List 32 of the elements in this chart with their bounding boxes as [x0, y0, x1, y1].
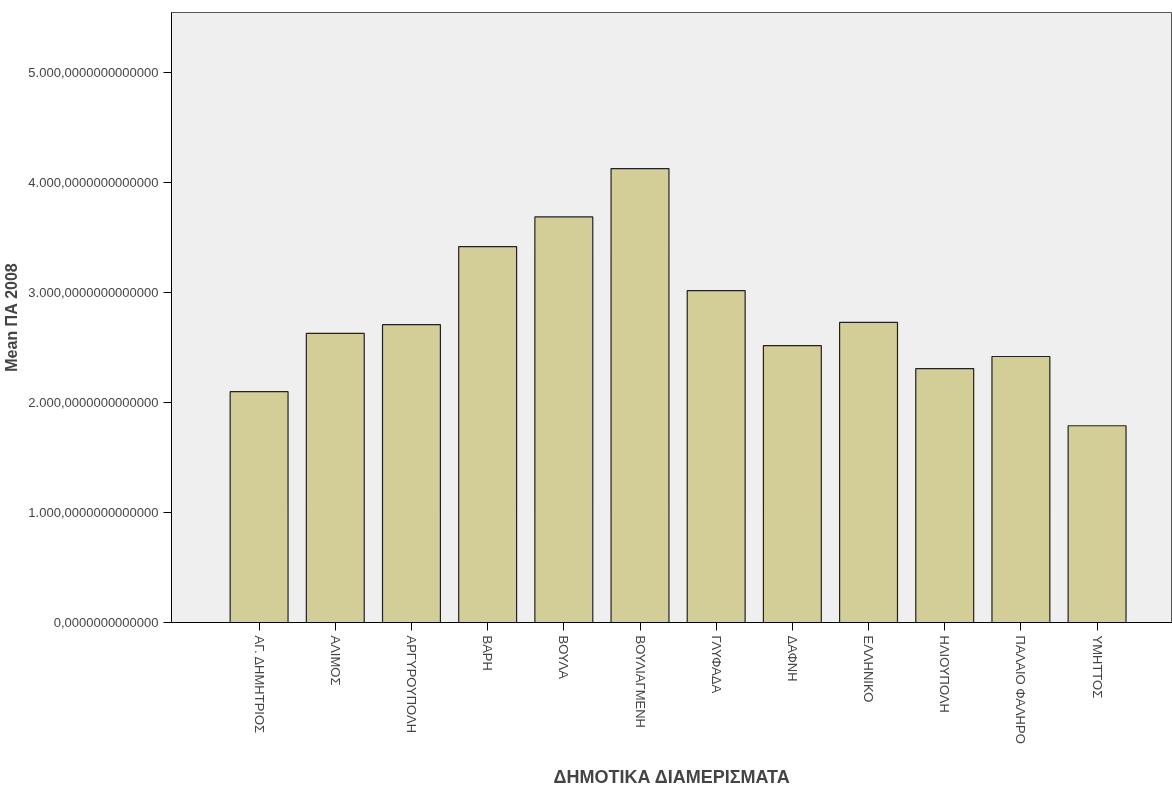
bar	[534, 216, 594, 623]
x-tick-label: ΥΜΗΤΤΟΣ	[1089, 635, 1105, 699]
bar	[762, 344, 822, 623]
y-tick-label: 0,0000000000000	[53, 615, 159, 630]
bar	[839, 321, 899, 623]
x-tick-label: ΓΛΥΦΑΔΑ	[708, 635, 724, 694]
bar	[1067, 425, 1127, 623]
bar	[229, 391, 289, 623]
bar	[991, 355, 1051, 623]
x-tick-label: ΔΑΦΝΗ	[784, 635, 800, 682]
x-tick-label: ΠΑΛΑΙΟ ΦΑΛΗΡΟ	[1013, 635, 1029, 744]
y-tick-label: 2.000,0000000000000	[28, 395, 159, 411]
x-tick-label: ΑΓ. ΔΗΜΗΤΡΙΟΣ	[251, 635, 267, 734]
bar	[381, 324, 442, 623]
y-tick-label: 3.000,0000000000000	[28, 285, 159, 301]
bar	[458, 246, 518, 623]
x-tick-label: ΕΛΛΗΝΙΚΟ	[861, 635, 877, 703]
x-tick-label: ΒΟΥΛΑ	[556, 635, 572, 680]
bar	[305, 332, 365, 623]
x-tick-label: ΑΛΙΜΟΣ	[327, 635, 343, 686]
bar	[610, 167, 670, 623]
bar	[915, 368, 975, 623]
y-tick-label: 4.000,0000000000000	[28, 175, 159, 191]
x-tick-label: ΒΑΡΗ	[480, 635, 496, 671]
x-axis-title: ΔΗΜΟΤΙΚΑ ΔΙΑΜΕΡΙΣΜΑΤΑ	[553, 766, 790, 787]
x-tick-label: ΒΟΥΛΙΑΓΜΕΝΗ	[632, 635, 648, 728]
y-axis-title: Mean ΠΑ 2008	[3, 263, 21, 372]
x-tick-label: ΗΛΙΟΥΠΟΛΗ	[937, 635, 953, 713]
bar	[686, 289, 746, 623]
x-tick-label: ΑΡΓΥΡΟΥΠΟΛΗ	[403, 635, 419, 734]
y-tick-label: 5.000,0000000000000	[28, 65, 159, 81]
y-tick-label: 1.000,0000000000000	[28, 505, 159, 521]
